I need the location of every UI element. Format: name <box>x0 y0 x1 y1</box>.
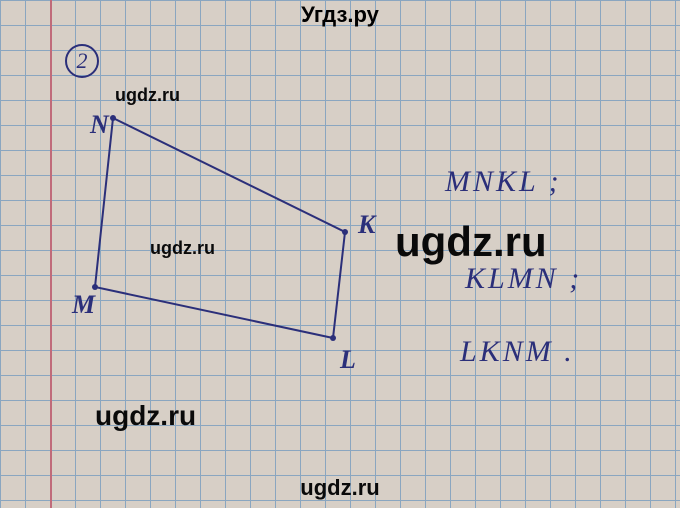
grid-line-v <box>625 0 626 508</box>
watermark-3: ugdz.ru <box>395 218 547 266</box>
grid-line-h <box>0 175 680 176</box>
left-margin-rule <box>50 0 52 508</box>
vertex-label-n: N <box>90 110 109 140</box>
grid-line-v <box>25 0 26 508</box>
grid-line-v <box>350 0 351 508</box>
grid-line-h <box>0 50 680 51</box>
problem-number-label: 2 <box>77 48 88 73</box>
vertex-label-l: L <box>340 345 356 375</box>
grid-line-h <box>0 150 680 151</box>
grid-line-v <box>225 0 226 508</box>
vertex-dots <box>92 115 348 341</box>
grid-line-h <box>0 375 680 376</box>
grid-line-v <box>650 0 651 508</box>
answer-line-2: KLMN ; <box>465 262 582 296</box>
grid-line-v <box>325 0 326 508</box>
grid-line-v <box>550 0 551 508</box>
page-header: Угдз.ру <box>0 2 680 28</box>
vertex-dot-l <box>330 335 336 341</box>
header-text: Угдз.ру <box>301 2 379 27</box>
grid-line-h <box>0 450 680 451</box>
vertex-label-m: M <box>72 290 95 320</box>
quadrilateral-shape <box>95 118 345 338</box>
answer-line-3: LKNM . <box>460 335 575 369</box>
grid-line-h <box>0 225 680 226</box>
grid-line-h <box>0 325 680 326</box>
grid-line-v <box>300 0 301 508</box>
watermark-footer: ugdz.ru <box>0 475 680 501</box>
grid-line-h <box>0 200 680 201</box>
page-root: Угдз.ру 2 N K L M MNKL ; KLMN ; LKNM . u… <box>0 0 680 508</box>
vertex-dot-k <box>342 229 348 235</box>
grid-line-v <box>250 0 251 508</box>
vertex-dot-n <box>110 115 116 121</box>
vertex-label-k: K <box>358 210 375 240</box>
grid-line-h <box>0 75 680 76</box>
grid-line-h <box>0 100 680 101</box>
watermark-2: ugdz.ru <box>150 238 215 259</box>
grid-line-h <box>0 300 680 301</box>
grid-line-v <box>575 0 576 508</box>
grid-line-v <box>0 0 1 508</box>
answer-line-1: MNKL ; <box>445 165 562 199</box>
grid-line-v <box>375 0 376 508</box>
grid-line-v <box>600 0 601 508</box>
grid-line-h <box>0 250 680 251</box>
grid-line-v <box>275 0 276 508</box>
grid-line-v <box>675 0 676 508</box>
watermark-4: ugdz.ru <box>95 400 196 432</box>
problem-number-badge: 2 <box>65 44 99 78</box>
watermark-1: ugdz.ru <box>115 85 180 106</box>
grid-line-h <box>0 0 680 1</box>
